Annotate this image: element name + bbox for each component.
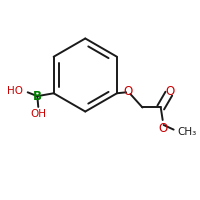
Text: O: O [165, 85, 174, 98]
Text: HO: HO [7, 86, 23, 96]
Text: CH₃: CH₃ [177, 127, 197, 137]
Text: OH: OH [30, 109, 46, 119]
Text: O: O [158, 122, 167, 135]
Text: O: O [123, 85, 133, 98]
Text: B: B [33, 90, 42, 103]
